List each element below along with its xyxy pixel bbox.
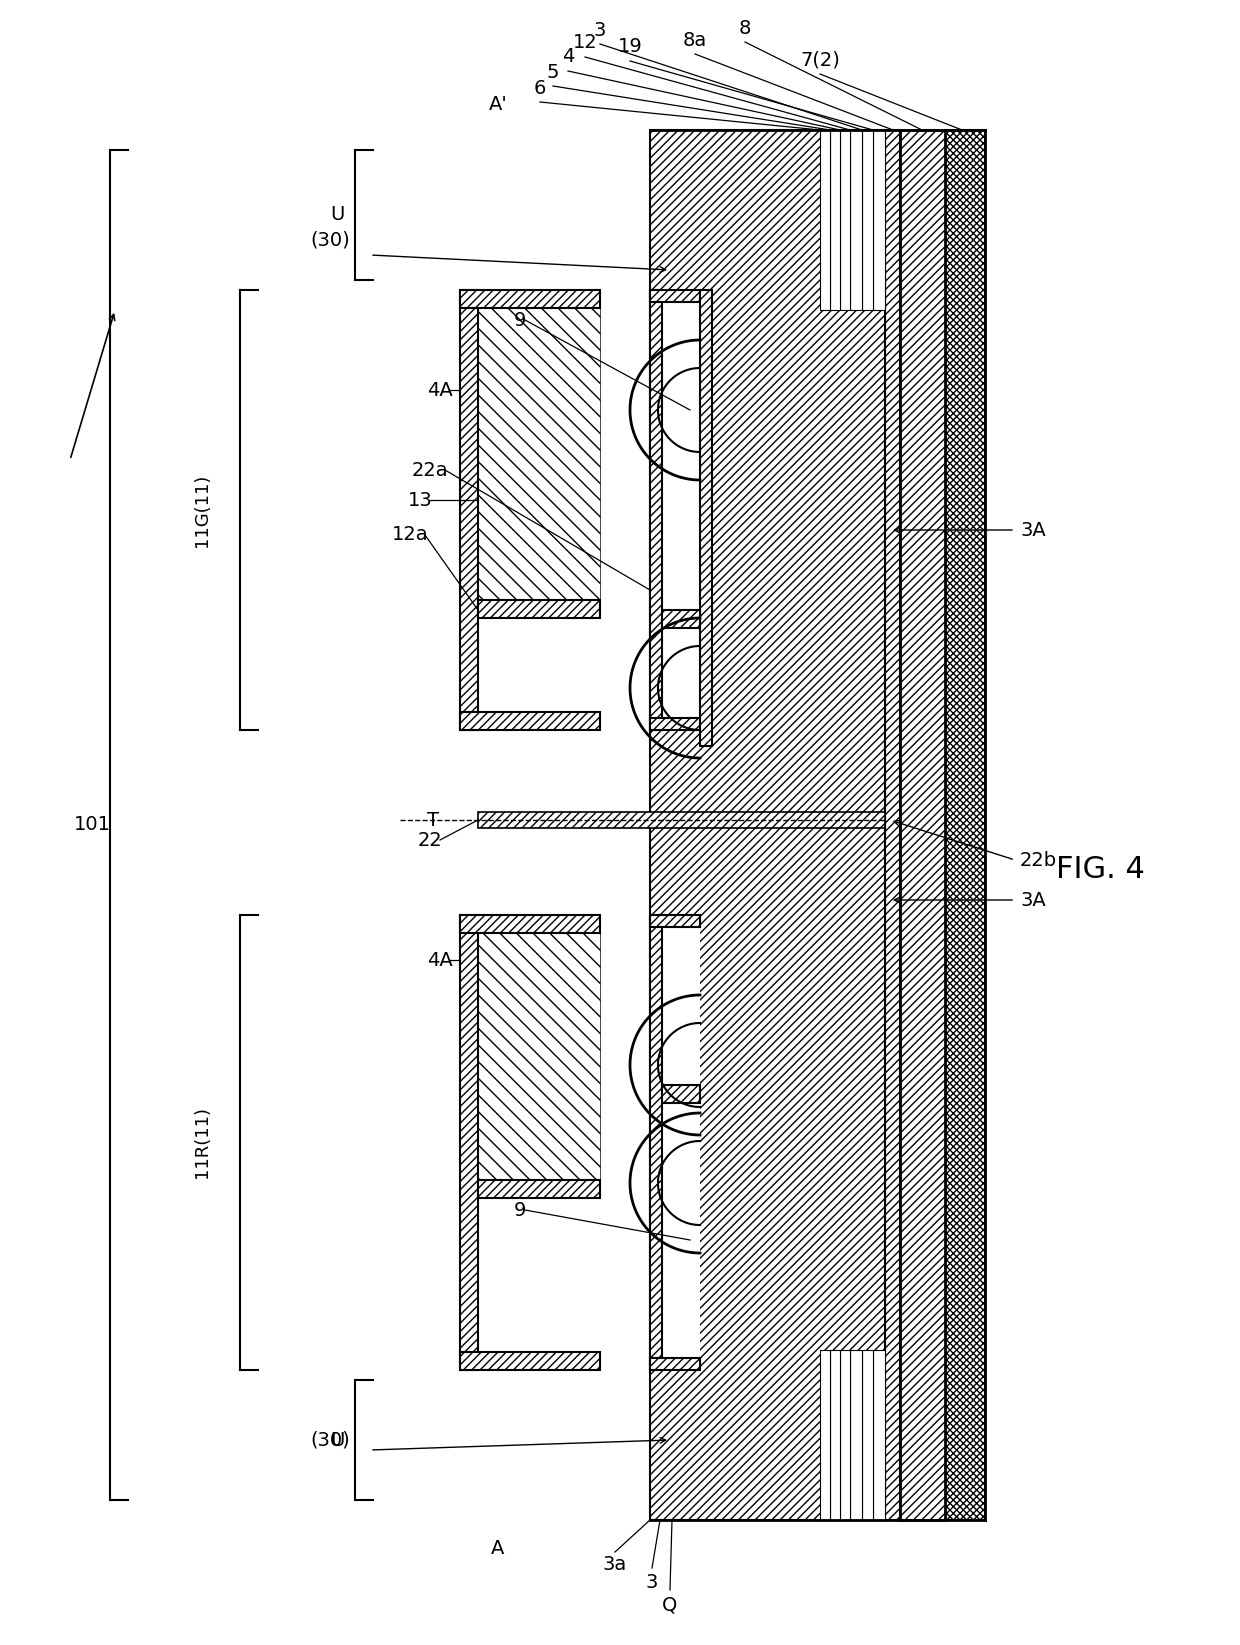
- Polygon shape: [460, 290, 600, 308]
- Polygon shape: [477, 813, 885, 827]
- Polygon shape: [460, 712, 600, 730]
- Polygon shape: [873, 130, 885, 309]
- Text: 22a: 22a: [412, 461, 449, 479]
- Polygon shape: [460, 915, 477, 1370]
- Text: A: A: [491, 1538, 505, 1558]
- Polygon shape: [460, 1352, 600, 1370]
- Polygon shape: [885, 130, 900, 1520]
- Text: 19: 19: [618, 38, 642, 56]
- Text: 101: 101: [73, 816, 110, 834]
- Polygon shape: [873, 1351, 885, 1520]
- Polygon shape: [701, 290, 712, 745]
- Polygon shape: [460, 290, 477, 730]
- Polygon shape: [650, 1104, 701, 1370]
- Polygon shape: [662, 610, 701, 628]
- Polygon shape: [662, 1086, 701, 1104]
- Text: 8: 8: [739, 18, 751, 38]
- Polygon shape: [650, 628, 701, 730]
- Polygon shape: [477, 933, 600, 1179]
- Polygon shape: [820, 1351, 830, 1520]
- Text: 5: 5: [547, 63, 559, 82]
- Polygon shape: [477, 308, 600, 600]
- Text: 6: 6: [533, 79, 546, 97]
- Polygon shape: [460, 915, 600, 933]
- Text: 12: 12: [573, 33, 598, 53]
- Polygon shape: [477, 1179, 600, 1198]
- Text: 3A: 3A: [1021, 890, 1045, 910]
- Text: (30): (30): [310, 230, 350, 250]
- Text: 7(2): 7(2): [800, 51, 839, 69]
- Text: Q: Q: [662, 1596, 678, 1614]
- Polygon shape: [830, 130, 839, 309]
- Text: 4A: 4A: [427, 380, 453, 400]
- Polygon shape: [477, 600, 600, 619]
- Polygon shape: [650, 915, 662, 1370]
- Text: T: T: [427, 811, 439, 829]
- Text: 4A: 4A: [427, 951, 453, 969]
- Polygon shape: [650, 290, 662, 730]
- Polygon shape: [830, 1351, 839, 1520]
- Polygon shape: [849, 130, 862, 309]
- Text: 13: 13: [408, 490, 433, 510]
- Text: 12a: 12a: [392, 525, 428, 544]
- Polygon shape: [849, 1351, 862, 1520]
- Text: 4: 4: [562, 48, 574, 66]
- Polygon shape: [650, 1359, 701, 1370]
- Text: 8a: 8a: [683, 31, 707, 49]
- Polygon shape: [820, 130, 830, 309]
- Polygon shape: [900, 130, 945, 1520]
- Text: 22: 22: [418, 831, 443, 849]
- Polygon shape: [650, 915, 701, 928]
- Polygon shape: [650, 130, 885, 1520]
- Text: U: U: [330, 1431, 345, 1449]
- Polygon shape: [650, 290, 701, 610]
- Polygon shape: [862, 130, 873, 309]
- Polygon shape: [650, 915, 701, 1086]
- Polygon shape: [945, 130, 985, 1520]
- Text: U: U: [330, 206, 345, 224]
- Text: 9: 9: [513, 311, 526, 329]
- Text: 22b: 22b: [1021, 850, 1058, 870]
- Polygon shape: [650, 717, 701, 730]
- Text: 3A: 3A: [1021, 520, 1045, 540]
- Text: 3a: 3a: [603, 1556, 627, 1574]
- Text: 11G(11): 11G(11): [193, 474, 211, 546]
- Text: 11R(11): 11R(11): [193, 1105, 211, 1178]
- Polygon shape: [839, 130, 849, 309]
- Text: 3: 3: [594, 20, 606, 39]
- Text: A': A': [489, 95, 507, 115]
- Text: FIG. 4: FIG. 4: [1055, 855, 1145, 885]
- Text: 9: 9: [513, 1201, 526, 1219]
- Text: (30): (30): [310, 1431, 350, 1449]
- Text: 3: 3: [646, 1573, 658, 1591]
- Polygon shape: [839, 1351, 849, 1520]
- Polygon shape: [650, 290, 701, 303]
- Polygon shape: [862, 1351, 873, 1520]
